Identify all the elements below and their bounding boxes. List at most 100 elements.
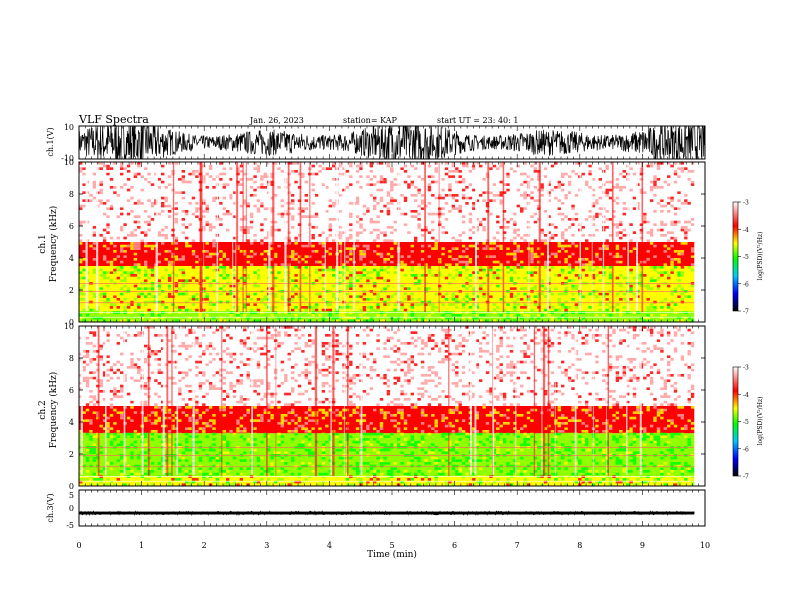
- spec1-cell: [130, 212, 134, 216]
- spec1-cell: [301, 191, 305, 194]
- spec1-cell: [79, 258, 83, 261]
- spec1-cell: [219, 180, 223, 184]
- spec1-cell: [277, 188, 281, 192]
- spec1-cell: [615, 255, 620, 258]
- spec1-cell: [619, 196, 623, 200]
- spec1-cell: [670, 250, 674, 253]
- spec1-cell: [438, 268, 442, 272]
- spec1-cell: [571, 191, 575, 194]
- spec1-cell: [619, 258, 623, 261]
- spec1-cell: [537, 314, 541, 317]
- spec1-cell: [386, 207, 391, 210]
- spec1-cell: [629, 242, 633, 245]
- spec1-cell: [567, 199, 572, 202]
- spec1-cell: [393, 300, 397, 304]
- spec1-cell: [585, 247, 589, 250]
- spec1-cell: [653, 194, 657, 197]
- spec1-cell: [246, 204, 250, 208]
- spec1-cell: [448, 263, 452, 266]
- spec1-cell: [102, 223, 107, 226]
- spec1-cell: [226, 199, 230, 202]
- spec1-cell: [653, 196, 657, 200]
- spec1-cell: [147, 223, 151, 226]
- spec1-cell: [660, 183, 664, 186]
- spec1-cell: [321, 242, 326, 245]
- spec1-cell: [260, 196, 264, 200]
- spec1-cell: [465, 292, 469, 296]
- spec1-cell: [619, 186, 623, 189]
- spec1-cell: [109, 215, 114, 218]
- spec1-cell: [113, 292, 117, 296]
- spec1-cell: [386, 303, 391, 306]
- spec1-cell: [564, 287, 568, 290]
- spec1-cell: [667, 199, 671, 202]
- spec1-cell: [649, 308, 654, 312]
- spec1-cell: [260, 255, 264, 258]
- spec1-cell: [359, 271, 363, 274]
- spec1-cell: [178, 202, 182, 205]
- spec1-cell: [277, 298, 281, 301]
- spec1-cell: [461, 210, 466, 213]
- spec1-cell: [516, 266, 521, 269]
- spec1-cell: [414, 276, 418, 280]
- spec1-cell: [680, 292, 685, 296]
- spec1-cell: [581, 258, 585, 261]
- spec1-cell: [444, 231, 449, 234]
- spec1-cell: [191, 210, 196, 213]
- spec1-cell: [366, 319, 370, 322]
- spec1-cell: [178, 258, 182, 261]
- spec1-cell: [366, 236, 370, 240]
- spec1-cell: [393, 228, 397, 232]
- spec1-cell: [256, 298, 261, 301]
- spec1-cell: [249, 186, 254, 189]
- spec1-cell: [520, 298, 524, 301]
- spec1-cell: [379, 319, 384, 322]
- spec1-cell: [461, 228, 466, 232]
- spec1-cell: [677, 258, 681, 261]
- spec1-cell: [212, 194, 216, 197]
- spec1-cell: [263, 236, 268, 240]
- spec1-cell: [612, 247, 616, 250]
- spec1-cell: [509, 234, 514, 237]
- spec1-cell: [92, 276, 97, 280]
- spec1-cell: [612, 194, 616, 197]
- spec1-cell: [646, 226, 650, 229]
- spec1-cell: [448, 255, 452, 258]
- spec1-cell: [496, 244, 500, 248]
- spec1-cell: [280, 204, 285, 208]
- spec1-cell: [554, 226, 558, 229]
- spec1-cell: [571, 279, 575, 282]
- spec1-cell: [502, 252, 507, 256]
- spec1-cell: [591, 263, 596, 266]
- spec1-cell: [420, 228, 425, 232]
- spec1-cell: [663, 239, 668, 242]
- spec1-cell: [673, 172, 678, 176]
- station-label: station= KAP: [343, 116, 398, 125]
- spec1-cell: [523, 231, 527, 234]
- spec1-cell: [543, 239, 548, 242]
- spec1-cell: [687, 266, 691, 269]
- spec1-cell: [373, 258, 377, 261]
- spec1-cell: [253, 271, 257, 274]
- spec1-cell: [226, 194, 230, 197]
- spec1-cell: [670, 172, 674, 176]
- spec1-cell: [513, 223, 517, 226]
- spec1-cell: [379, 170, 384, 173]
- spec1-cell: [619, 255, 623, 258]
- spec1-cell: [349, 164, 353, 168]
- spec1-cell: [144, 263, 148, 266]
- spec1-cell: [680, 250, 685, 253]
- spec1-cell: [444, 212, 449, 216]
- spec1-cell: [656, 215, 661, 218]
- spec1-cell: [455, 268, 459, 272]
- spec1-cell: [472, 226, 476, 229]
- spec1-cell: [690, 247, 695, 250]
- spec1-cell: [451, 196, 456, 200]
- spec1-cell: [643, 239, 647, 242]
- spec1-cell: [373, 268, 377, 272]
- spec1-cell: [345, 268, 350, 272]
- spec1-cell: [249, 298, 254, 301]
- spec1-cell: [680, 319, 685, 322]
- spec1-cell: [167, 263, 172, 266]
- spec1-cell: [256, 186, 261, 189]
